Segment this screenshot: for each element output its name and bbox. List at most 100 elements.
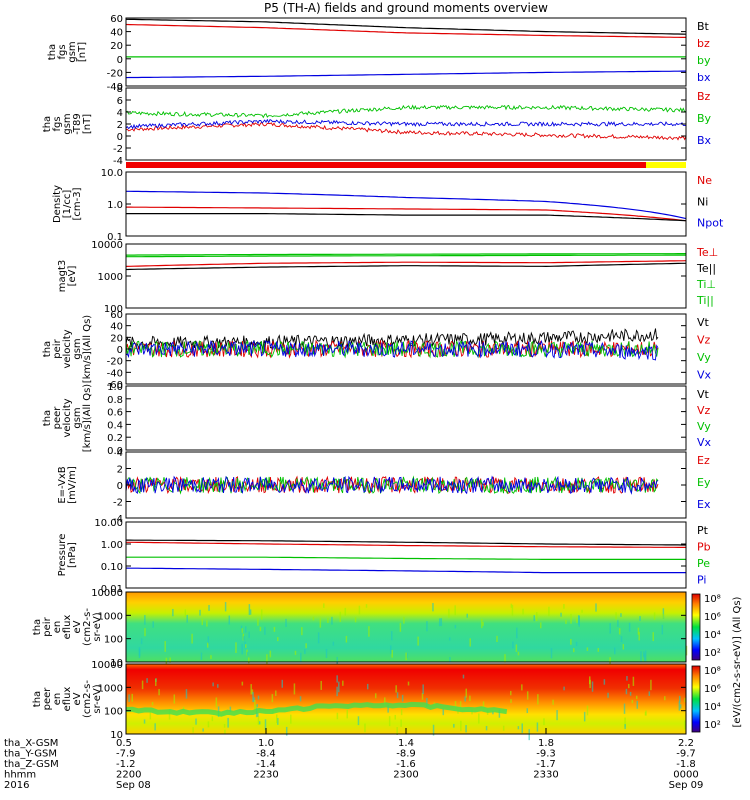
spectrogram-texture [512,641,514,649]
spectrogram-texture [253,697,255,702]
spectrogram-texture [345,635,348,643]
spectrogram-texture [485,725,488,731]
series-line-density-Npot [126,190,687,220]
y-axis-label: peer [52,406,63,430]
y-tick-label: 0.10 [101,562,123,573]
y-tick-label: 10.00 [94,518,123,529]
spectrogram-texture [290,714,292,724]
spectrogram-texture [294,650,297,655]
y-axis-label: en [52,621,63,634]
spectrogram-texture [241,681,244,686]
series-line-temperature-Ti⊥ [126,253,686,256]
spectrogram-texture [624,717,626,728]
spectrogram-texture [438,618,441,627]
spectrogram-texture [358,605,361,615]
y-tick-label: 40 [110,28,123,39]
spectrogram-texture [575,641,578,647]
spectrogram-texture [589,679,591,689]
spectrogram-texture [138,648,141,657]
spectrogram-texture [346,709,349,719]
x-tick-label: -8.4 [256,749,276,760]
spectrogram-texture [224,729,226,734]
spectrogram-texture [662,608,665,619]
colorbar-peer_eflux [691,665,701,733]
x-tick-label: -7.9 [116,749,136,760]
y-tick-label: 2 [117,120,123,131]
spectrogram-texture [607,692,609,698]
spectrogram-texture [364,723,366,733]
series-line-fgs_gsm_minus_t89-By [125,104,687,119]
spectrogram-texture [158,688,160,696]
legend-Vx: Vx [697,436,712,449]
y-tick-label: 1000 [98,683,123,694]
spectrogram-texture [620,636,623,643]
legend-Ex: Ex [697,498,711,511]
y-tick-label: 0.4 [107,420,123,431]
y-axis-label: peir [42,616,53,636]
spectrogram-texture [465,688,468,698]
panel-frame [125,171,687,237]
spectrogram-texture [285,726,288,736]
spectrogram-texture [169,657,171,663]
panel-fgs_gsm_nt: 60 40 20 0 -20 -40 tha fgs gsm [nT] Bt bz by bx [47,14,711,93]
spectrogram-texture [421,693,424,700]
spectrogram-texture [229,706,232,712]
spectrogram-texture [339,611,342,622]
spectrogram-texture [248,631,250,639]
y-tick-label: 0.6 [107,408,123,419]
spectrogram-texture [185,689,188,699]
spectrogram-texture [401,694,404,702]
x-tick-label: 1.8 [538,738,554,749]
spectrogram-texture [563,603,565,609]
y-axis-label: en [52,693,63,706]
spectrogram-texture [131,693,133,702]
colorbar-tick-label: 10⁴ [704,630,721,641]
spectrogram-texture [636,700,639,709]
legend-Vz: Vz [697,334,711,347]
spectrogram-texture [407,681,410,686]
spectrogram-texture [269,650,272,658]
spectrogram-texture [374,693,377,699]
spectrogram-texture [496,635,498,643]
spectrogram-texture [182,706,185,711]
spectrogram-texture [625,688,628,695]
spectrogram-texture [140,638,143,645]
legend-Vz: Vz [697,404,711,417]
spectrogram-texture [152,621,154,628]
series-line-fgs_gsm_nt-Bt [125,18,687,35]
spectrogram-texture [637,627,640,635]
spectrogram-texture [635,695,638,699]
spectrogram-texture [537,694,539,705]
spectrogram-texture [615,612,617,620]
x-tick-label: 0000 [673,770,698,781]
x-row-label: hhmm [4,770,36,781]
colorbar-peir_eflux [691,593,701,661]
spectrogram-texture [643,653,646,662]
spectrogram-texture [200,652,203,660]
legend-Ez: Ez [697,454,710,467]
y-tick-label: 10 [110,730,123,741]
spectrogram-texture [264,626,266,635]
x-tick-label: Sep 08 [116,780,151,791]
spectrogram-texture [192,727,194,733]
series-line-temperature-Ti|| [126,254,686,258]
y-axis-label: tha [32,691,43,707]
spectrogram-texture [560,612,562,617]
y-axis-label: [km/s](All Qs) [82,315,93,383]
y-tick-label: -40 [107,368,123,379]
spectrogram-texture [305,643,307,649]
spectrogram-texture [426,697,428,708]
spectrogram-texture [536,722,539,732]
spectrogram-texture [570,638,572,645]
spectrogram-texture [299,696,302,702]
spectrogram-texture [144,615,146,625]
spectrogram-texture [338,681,340,693]
spectrogram-texture [251,689,254,695]
spectrogram-texture [614,647,616,655]
spectrogram-band [125,701,508,717]
spectrogram-texture [440,618,443,627]
spectrogram-texture [522,608,524,615]
y-axis-label: [1/cc] [62,190,73,219]
y-tick-label: 10000 [91,588,123,599]
